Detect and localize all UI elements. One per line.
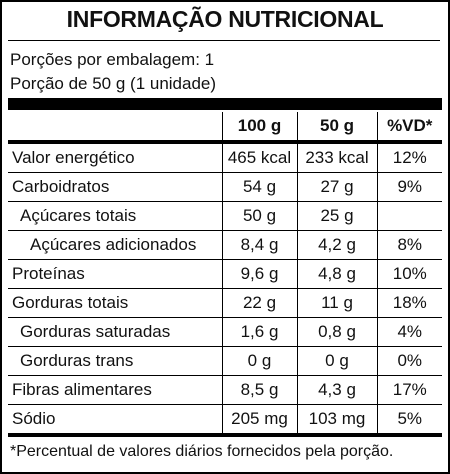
nutrient-value: 9%	[376, 172, 442, 202]
nutrient-value: 0,8 g	[296, 317, 377, 347]
nutrient-name: Açúcares adicionados	[8, 230, 222, 260]
nutrient-row: Açúcares adicionados 8,4 g 4,2 g 8%	[8, 230, 442, 260]
rule	[8, 40, 440, 41]
nutrient-value: 0 g	[296, 346, 377, 376]
nutrient-value: 0 g	[221, 346, 297, 376]
title: INFORMAÇÃO NUTRICIONAL	[66, 6, 384, 32]
nutrient-name: Proteínas	[8, 259, 222, 289]
nutrient-value: 9,6 g	[221, 259, 297, 289]
footnote: *Percentual de valores diários fornecido…	[10, 443, 394, 460]
nutrient-value	[376, 201, 442, 231]
column-header: 50 g	[296, 112, 377, 144]
nutrient-value: 233 kcal	[296, 142, 377, 173]
nutrient-name: Gorduras saturadas	[8, 317, 222, 347]
nutrient-value: 465 kcal	[221, 142, 297, 173]
nutrient-row: Gorduras saturadas 1,6 g 0,8 g 4%	[8, 317, 442, 347]
nutrient-row: Açúcares totais 50 g 25 g	[8, 201, 442, 231]
nutrient-value: 8%	[376, 230, 442, 260]
nutrient-value: 205 mg	[221, 404, 297, 437]
nutrient-value: 8,5 g	[221, 375, 297, 405]
nutrient-value: 4%	[376, 317, 442, 347]
nutrient-value: 18%	[376, 288, 442, 318]
nutrient-value: 0%	[376, 346, 442, 376]
column-header: 100 g	[221, 112, 297, 144]
nutrient-row: Gorduras totais 22 g 11 g 18%	[8, 288, 442, 318]
portion: Porção de 50 g (1 unidade)	[10, 74, 217, 93]
column-header: %VD*	[376, 112, 442, 144]
nutrient-value: 17%	[376, 375, 442, 405]
nutrient-value: 25 g	[296, 201, 377, 231]
nutrient-name: Fibras alimentares	[8, 375, 222, 405]
divider-bar	[8, 98, 442, 110]
nutrient-name: Gorduras totais	[8, 288, 222, 318]
nutrient-value: 8,4 g	[221, 230, 297, 260]
nutrient-name: Açúcares totais	[8, 201, 222, 231]
nutrient-value: 1,6 g	[221, 317, 297, 347]
nutrient-value: 4,8 g	[296, 259, 377, 289]
nutrient-row: Sódio 205 mg 103 mg 5%	[8, 404, 442, 437]
header-row: 100 g 50 g %VD*	[8, 112, 442, 144]
nutrient-value: 4,3 g	[296, 375, 377, 405]
nutrient-name: Valor energético	[8, 142, 222, 173]
nutrient-value: 103 mg	[296, 404, 377, 437]
nutrient-value: 11 g	[296, 288, 377, 318]
nutrient-value: 50 g	[221, 201, 297, 231]
nutrient-value: 27 g	[296, 172, 377, 202]
nutrient-value: 10%	[376, 259, 442, 289]
nutrition-table: 100 g 50 g %VD* Valor energético 465 kcal…	[8, 112, 442, 437]
blank-cell	[8, 112, 222, 144]
servings: Porções por embalagem: 1	[10, 50, 215, 69]
nutrient-name: Gorduras trans	[8, 346, 222, 376]
nutrient-row: Carboidratos 54 g 27 g 9%	[8, 172, 442, 202]
nutrient-name: Carboidratos	[8, 172, 222, 202]
nutrient-name: Sódio	[8, 404, 222, 437]
nutrient-row: Proteínas 9,6 g 4,8 g 10%	[8, 259, 442, 289]
nutrient-value: 5%	[376, 404, 442, 437]
nutrient-row: Fibras alimentares 8,5 g 4,3 g 17%	[8, 375, 442, 405]
nutrient-value: 12%	[376, 142, 442, 173]
nutrient-value: 22 g	[221, 288, 297, 318]
nutrient-row: Valor energético 465 kcal 233 kcal 12%	[8, 142, 442, 173]
nutrient-value: 54 g	[221, 172, 297, 202]
nutrient-value: 4,2 g	[296, 230, 377, 260]
